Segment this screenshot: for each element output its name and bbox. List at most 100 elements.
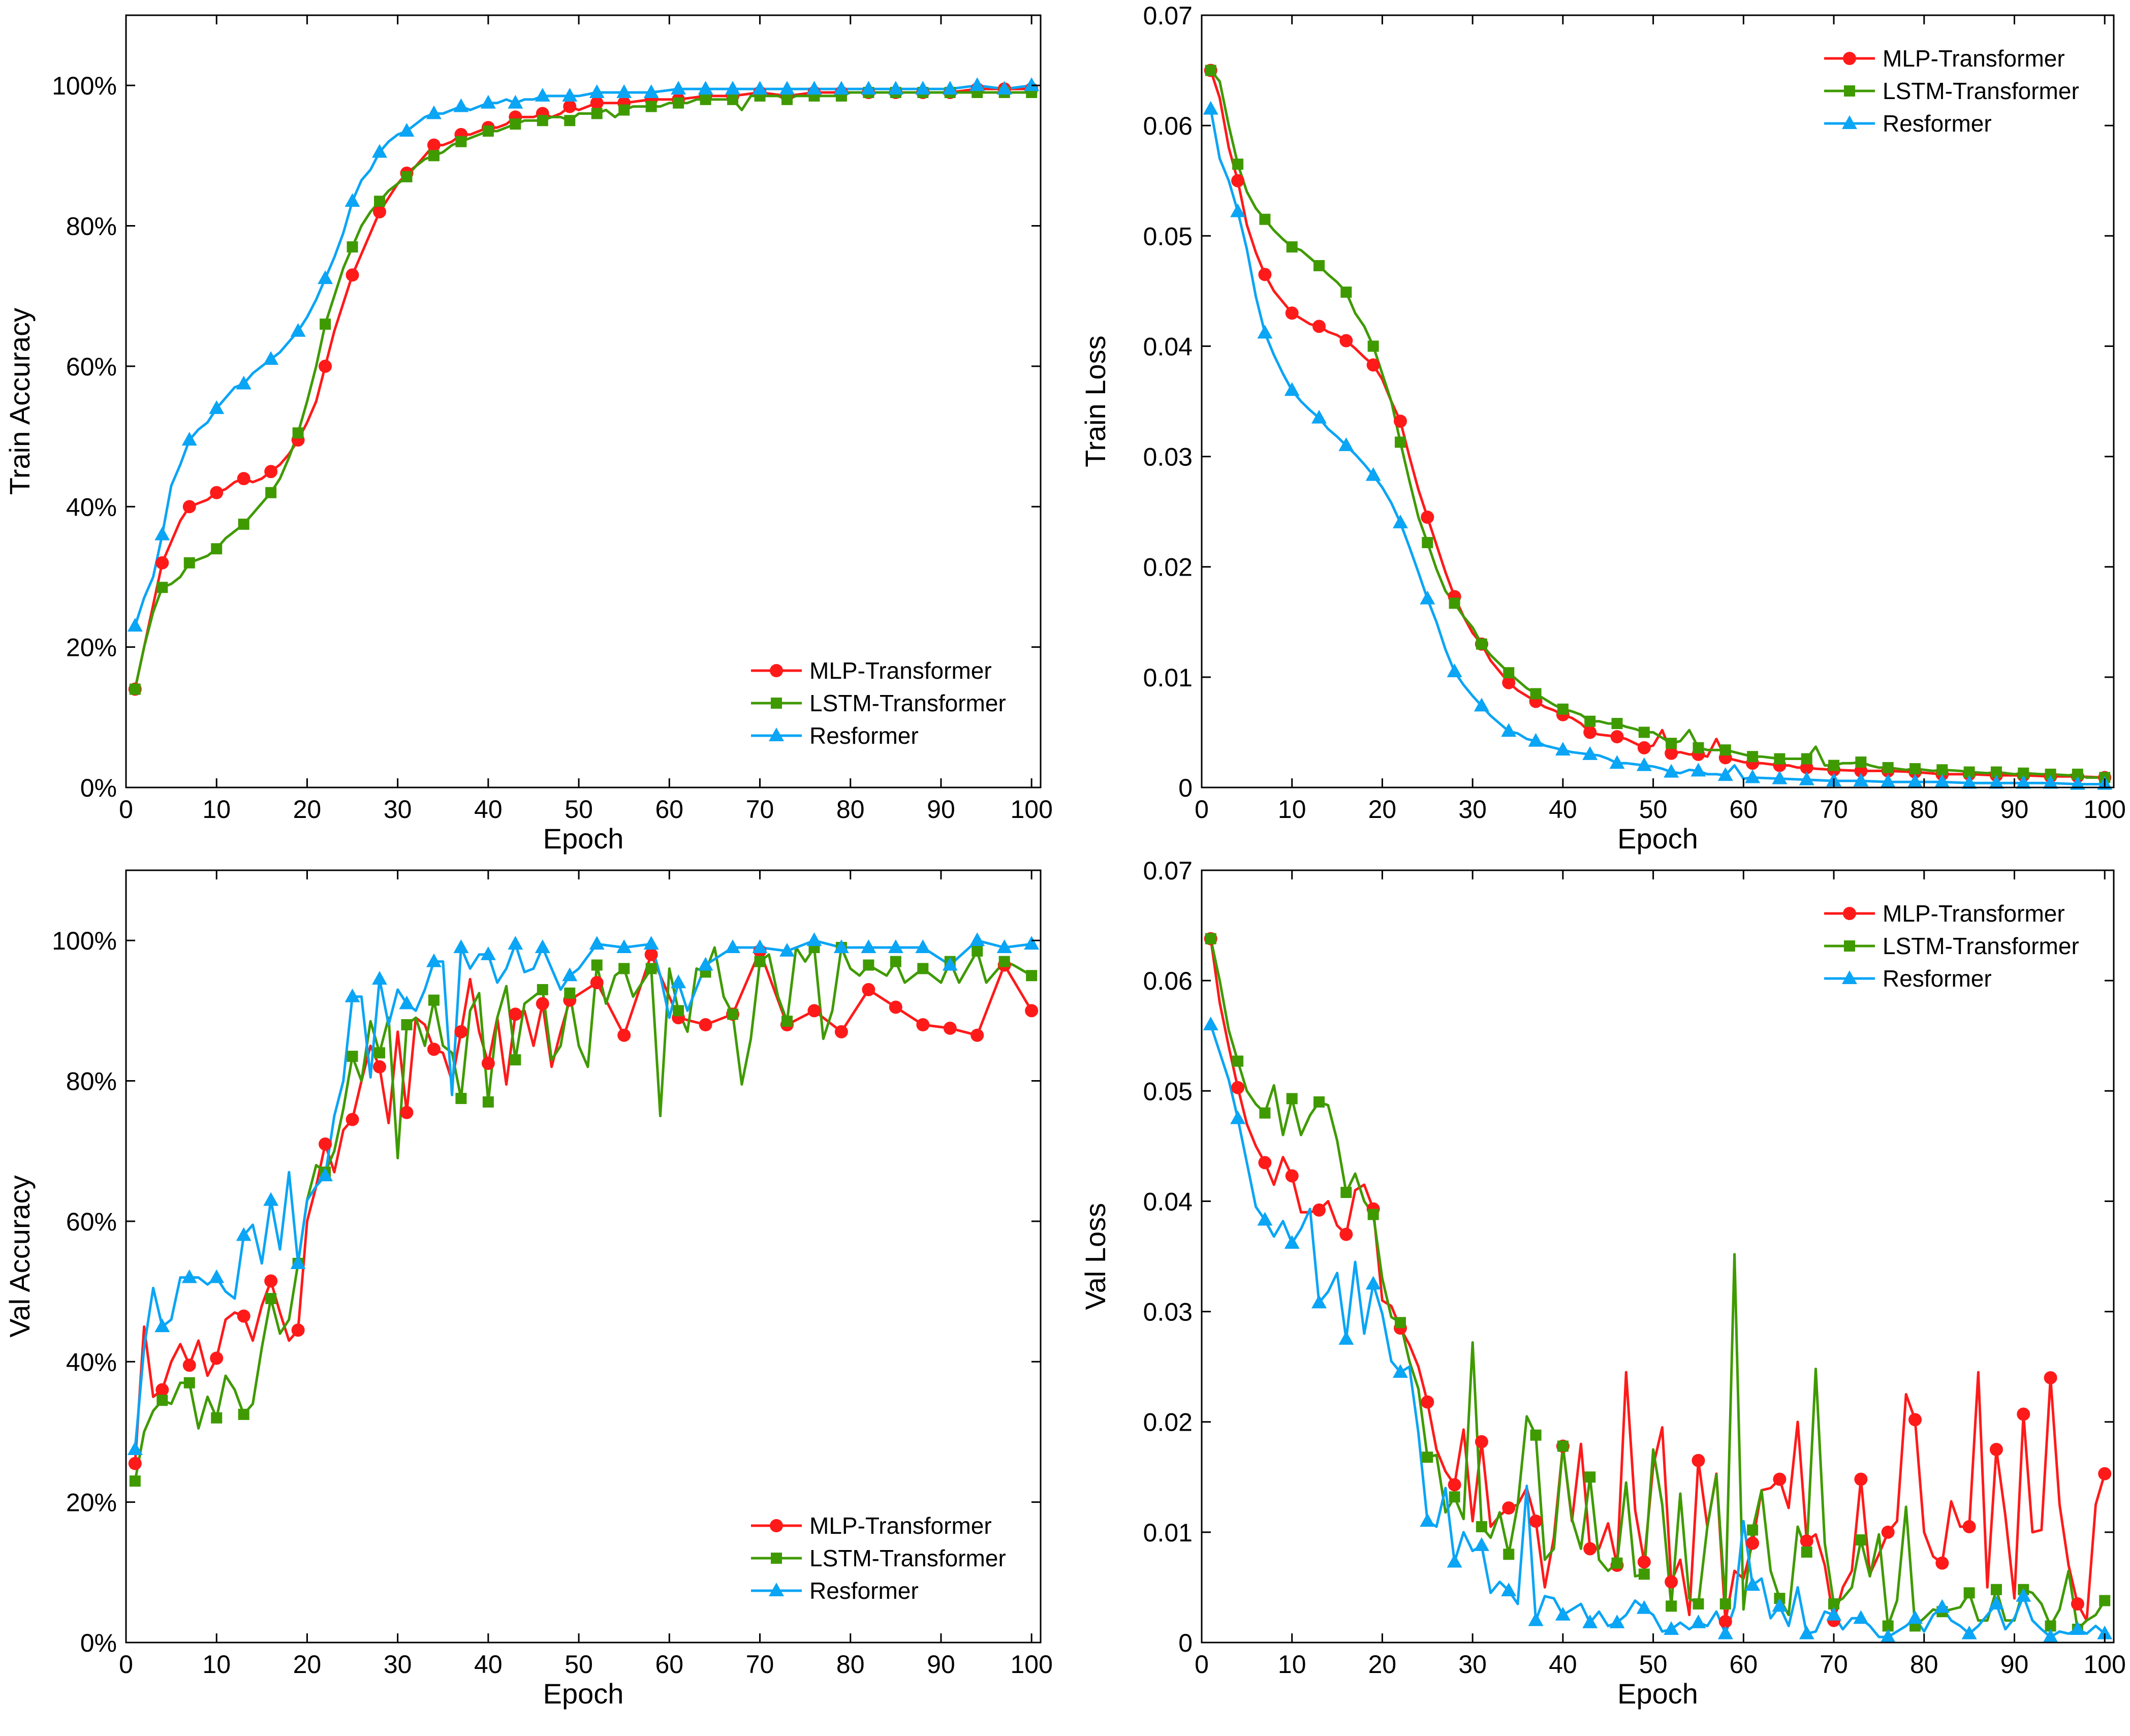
data-point-resformer bbox=[1609, 755, 1625, 769]
legend-marker bbox=[769, 1583, 784, 1596]
data-point-resformer bbox=[1988, 775, 2004, 789]
series-line-resformer bbox=[1209, 1024, 2106, 1638]
data-point-lstm-transformer bbox=[265, 487, 277, 498]
y-tick-label: 0.06 bbox=[1143, 112, 1193, 140]
data-point-resformer bbox=[1501, 1582, 1517, 1596]
data-point-resformer bbox=[127, 1441, 143, 1455]
data-point-mlp-transformer bbox=[1908, 1413, 1922, 1427]
data-point-lstm-transformer bbox=[618, 104, 630, 116]
legend-marker bbox=[769, 728, 784, 741]
data-point-resformer bbox=[969, 932, 985, 946]
data-point-mlp-transformer bbox=[563, 100, 577, 113]
data-point-resformer bbox=[1745, 769, 1761, 783]
data-point-resformer bbox=[1392, 514, 1408, 528]
data-point-mlp-transformer bbox=[1962, 1520, 1976, 1533]
data-point-resformer bbox=[1447, 1554, 1462, 1568]
data-point-lstm-transformer bbox=[890, 956, 901, 967]
data-point-lstm-transformer bbox=[1855, 1534, 1867, 1546]
data-point-lstm-transformer bbox=[156, 582, 168, 593]
data-point-lstm-transformer bbox=[645, 101, 657, 112]
data-point-mlp-transformer bbox=[1231, 1081, 1245, 1094]
data-point-resformer bbox=[1528, 733, 1544, 747]
data-point-resformer bbox=[1907, 1610, 1923, 1624]
data-point-resformer bbox=[1988, 1596, 2004, 1609]
data-point-resformer bbox=[1311, 1295, 1327, 1309]
data-point-mlp-transformer bbox=[916, 1018, 930, 1031]
data-point-resformer bbox=[969, 77, 985, 91]
y-tick-label: 40% bbox=[66, 1348, 117, 1376]
data-point-lstm-transformer bbox=[1340, 287, 1352, 298]
y-tick-label: 0.04 bbox=[1143, 332, 1193, 361]
y-tick-label: 0.05 bbox=[1143, 1077, 1193, 1106]
data-point-lstm-transformer bbox=[2045, 1620, 2056, 1632]
data-point-mlp-transformer bbox=[346, 268, 359, 282]
data-point-lstm-transformer bbox=[645, 963, 657, 974]
data-point-resformer bbox=[1717, 1625, 1733, 1639]
data-point-lstm-transformer bbox=[1259, 213, 1271, 225]
data-point-lstm-transformer bbox=[917, 963, 929, 974]
data-point-lstm-transformer bbox=[564, 987, 576, 999]
data-point-lstm-transformer bbox=[1557, 703, 1569, 715]
legend-label: MLP-Transformer bbox=[809, 1512, 992, 1539]
data-point-lstm-transformer bbox=[374, 1047, 386, 1059]
data-point-mlp-transformer bbox=[1637, 1555, 1651, 1569]
x-tick-label: 40 bbox=[1549, 795, 1577, 824]
data-point-lstm-transformer bbox=[700, 93, 711, 105]
data-point-resformer bbox=[1420, 1513, 1435, 1527]
y-tick-label: 80% bbox=[66, 1067, 117, 1096]
data-point-resformer bbox=[1690, 1614, 1706, 1628]
data-point-lstm-transformer bbox=[482, 125, 494, 137]
data-point-resformer bbox=[1420, 590, 1435, 605]
data-point-mlp-transformer bbox=[590, 96, 604, 110]
legend: MLP-Transformer LSTM-Transformer Resformer bbox=[1824, 45, 2079, 137]
data-point-lstm-transformer bbox=[211, 543, 223, 555]
legend-label: MLP-Transformer bbox=[1883, 45, 2065, 72]
data-point-resformer bbox=[1528, 1612, 1544, 1626]
data-point-lstm-transformer bbox=[1232, 1055, 1244, 1067]
data-point-resformer bbox=[236, 375, 252, 390]
y-tick-label: 0.03 bbox=[1143, 1298, 1193, 1327]
data-point-lstm-transformer bbox=[1476, 1521, 1487, 1532]
x-tick-label: 70 bbox=[1820, 1650, 1848, 1679]
axes-box bbox=[125, 14, 1042, 788]
y-tick-label: 0% bbox=[80, 1629, 117, 1657]
data-point-lstm-transformer bbox=[1286, 1093, 1298, 1104]
data-point-lstm-transformer bbox=[1584, 715, 1596, 727]
data-point-resformer bbox=[589, 84, 605, 98]
data-point-resformer bbox=[643, 936, 659, 950]
data-point-lstm-transformer bbox=[1530, 688, 1542, 700]
x-tick-label: 30 bbox=[384, 1650, 412, 1679]
x-tick-label: 20 bbox=[1368, 795, 1397, 824]
data-point-resformer bbox=[263, 1192, 279, 1206]
y-tick-label: 0.05 bbox=[1143, 222, 1193, 250]
data-point-lstm-transformer bbox=[781, 1016, 793, 1027]
series-line-mlp-transformer bbox=[134, 950, 1033, 1464]
x-axis-title: Epoch bbox=[1617, 823, 1698, 855]
y-tick-label: 0.02 bbox=[1143, 1408, 1193, 1437]
data-point-mlp-transformer bbox=[210, 1351, 224, 1365]
data-point-resformer bbox=[2016, 1588, 2031, 1602]
data-point-mlp-transformer bbox=[2017, 1407, 2030, 1421]
data-point-resformer bbox=[181, 432, 197, 446]
data-point-resformer bbox=[1203, 101, 1218, 115]
data-point-mlp-transformer bbox=[1746, 1536, 1760, 1550]
data-point-resformer bbox=[290, 1255, 306, 1269]
data-point-mlp-transformer bbox=[427, 138, 441, 152]
data-point-mlp-transformer bbox=[1025, 1004, 1039, 1018]
series-line-mlp-transformer bbox=[134, 87, 1032, 690]
data-point-resformer bbox=[480, 94, 496, 109]
data-point-mlp-transformer bbox=[1285, 1169, 1299, 1183]
data-point-mlp-transformer bbox=[1665, 746, 1678, 760]
x-tick-label: 80 bbox=[836, 1650, 865, 1679]
data-point-mlp-transformer bbox=[2071, 1597, 2084, 1611]
data-point-lstm-transformer bbox=[537, 984, 548, 995]
data-point-mlp-transformer bbox=[862, 983, 875, 996]
data-point-resformer bbox=[1799, 771, 1814, 785]
y-tick-label: 0.04 bbox=[1143, 1187, 1193, 1216]
data-point-lstm-transformer bbox=[1693, 1598, 1704, 1609]
data-point-mlp-transformer bbox=[1854, 1472, 1868, 1486]
val-accuracy-chart: 0 10 20 30 40 50 60 70 80 90 100 0% 20% 40% 60% 80% 100%… bbox=[4, 869, 1053, 1710]
data-point-lstm-transformer bbox=[863, 959, 874, 971]
y-tick-label: 60% bbox=[66, 1208, 117, 1236]
data-point-lstm-transformer bbox=[1963, 766, 1975, 778]
